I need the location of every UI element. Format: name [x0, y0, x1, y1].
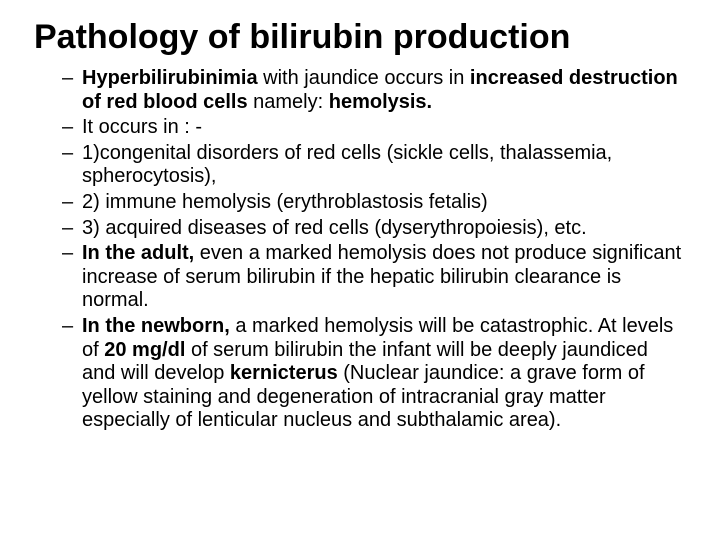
text-run: It occurs in : -: [82, 116, 202, 138]
slide: Pathology of bilirubin production Hyperb…: [0, 0, 720, 540]
text-run: namely:: [248, 91, 329, 113]
text-run: In the adult,: [82, 242, 194, 264]
text-run: with jaundice occurs in: [258, 67, 470, 89]
text-run: hemolysis.: [329, 91, 432, 113]
bullet-item: In the adult, even a marked hemolysis do…: [62, 242, 686, 313]
bullet-item: Hyperbilirubinimia with jaundice occurs …: [62, 67, 686, 114]
bullet-item: In the newborn, a marked hemolysis will …: [62, 315, 686, 433]
bullet-item: 2) immune hemolysis (erythroblastosis fe…: [62, 191, 686, 215]
text-run: 20 mg/dl: [104, 339, 185, 361]
bullet-list: Hyperbilirubinimia with jaundice occurs …: [34, 67, 686, 433]
bullet-item: 3) acquired diseases of red cells (dyser…: [62, 217, 686, 241]
text-run: In the newborn,: [82, 315, 230, 337]
text-run: kernicterus: [230, 362, 338, 384]
text-run: 2) immune hemolysis (erythroblastosis fe…: [82, 191, 488, 213]
text-run: Hyperbilirubinimia: [82, 67, 258, 89]
text-run: 1)congenital disorders of red cells (sic…: [82, 142, 612, 188]
text-run: 3) acquired diseases of red cells (dyser…: [82, 217, 587, 239]
bullet-item: 1)congenital disorders of red cells (sic…: [62, 142, 686, 189]
bullet-item: It occurs in : -: [62, 116, 686, 140]
slide-title: Pathology of bilirubin production: [34, 18, 686, 57]
